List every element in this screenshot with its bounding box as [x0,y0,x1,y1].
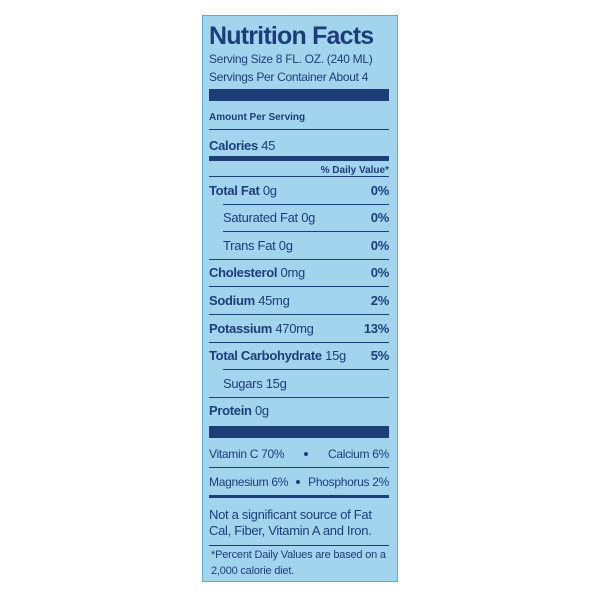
rule [209,258,389,260]
nutrient-name: Total Fat [209,182,260,198]
daily-value: 13% [363,320,389,336]
vitamin: Phosphorus 2% [308,475,389,489]
daily-value: 2% [370,292,390,308]
rule [209,396,389,398]
thick-rule [209,89,389,101]
nutrient-amount: 0g [278,237,293,253]
nutrient-row: Protein 0g [209,401,389,421]
rule [209,467,389,468]
calories-amount: 45 [261,137,276,153]
nutrient-row: Cholesterol 0mg 0% [209,263,389,283]
bullet [296,480,301,484]
rule [223,369,389,371]
rule [209,545,389,546]
nutrient-amount: 0g [262,182,277,198]
vitamin: Calcium 6% [327,447,389,461]
nutrient-row: Saturated Fat 0g 0% [223,208,389,228]
nutrient-amount: 15g [265,375,287,391]
title: Nutrition Facts [209,22,374,50]
nutrient-row: Total Fat 0g 0% [209,180,389,200]
daily-value: 0% [370,210,390,226]
daily-value-header: % Daily Value* [320,165,389,176]
medium-rule [209,495,389,498]
serving-size: Serving Size 8 FL. OZ. (240 ML) [209,52,373,66]
daily-value: 0% [370,182,390,198]
nutrient-name: Cholesterol [209,265,278,281]
nutrient-name: Potassium [209,320,273,336]
nutrition-label: Nutrition Facts Serving Size 8 FL. OZ. (… [202,15,398,582]
nutrient-row: Total Carbohydrate 15g 5% [209,346,389,366]
nutrient-amount: 45mg [258,292,290,308]
rule [209,341,389,343]
footnote: *Percent Daily Values are based on a 2,0… [211,549,386,577]
calories-label: Calories [209,137,258,153]
rule [209,314,389,315]
bullet [304,452,309,456]
nutrient-name: Total Carbohydrate [209,348,322,364]
nutrient-amount: 0g [301,210,316,226]
rule [223,231,389,233]
vitamin: Magnesium 6% [209,475,289,489]
nutrient-amount: 0mg [280,265,306,281]
nutrient-amount: 470mg [275,320,314,336]
nutrient-name: Saturated Fat [223,210,298,226]
nutrient-amount: 0g [255,403,269,419]
nutrient-name: Protein [209,403,252,419]
note: Not a significant source of Fat Cal, Fib… [209,507,372,538]
nutrient-name: Sugars [223,375,263,391]
rule [209,129,389,130]
nutrient-name: Trans Fat [223,237,276,253]
servings-per-container: Servings Per Container About 4 [209,70,369,84]
medium-rule [209,156,389,161]
vitamin: Vitamin C 70% [209,447,285,461]
nutrient-row: Trans Fat 0g 0% [223,235,389,255]
amount-per-serving: Amount Per Serving [209,112,306,123]
vitamin-row: Magnesium 6% Phosphorus 2% [209,472,389,492]
vitamin-row: Vitamin C 70% Calcium 6% [209,444,389,464]
nutrient-row: Potassium 470mg 13% [209,318,389,338]
daily-value: 0% [370,265,390,281]
rule [209,286,389,288]
nutrient-row: Sodium 45mg 2% [209,290,389,310]
daily-value: 0% [370,237,390,253]
nutrient-row: Sugars 15g [223,373,389,393]
thick-rule [209,426,389,438]
nutrient-amount: 15g [325,348,346,364]
rule [223,203,389,205]
rule [209,176,389,177]
daily-value: 5% [370,348,390,364]
calories-row: Calories 45 [209,135,389,155]
nutrient-name: Sodium [209,292,255,308]
